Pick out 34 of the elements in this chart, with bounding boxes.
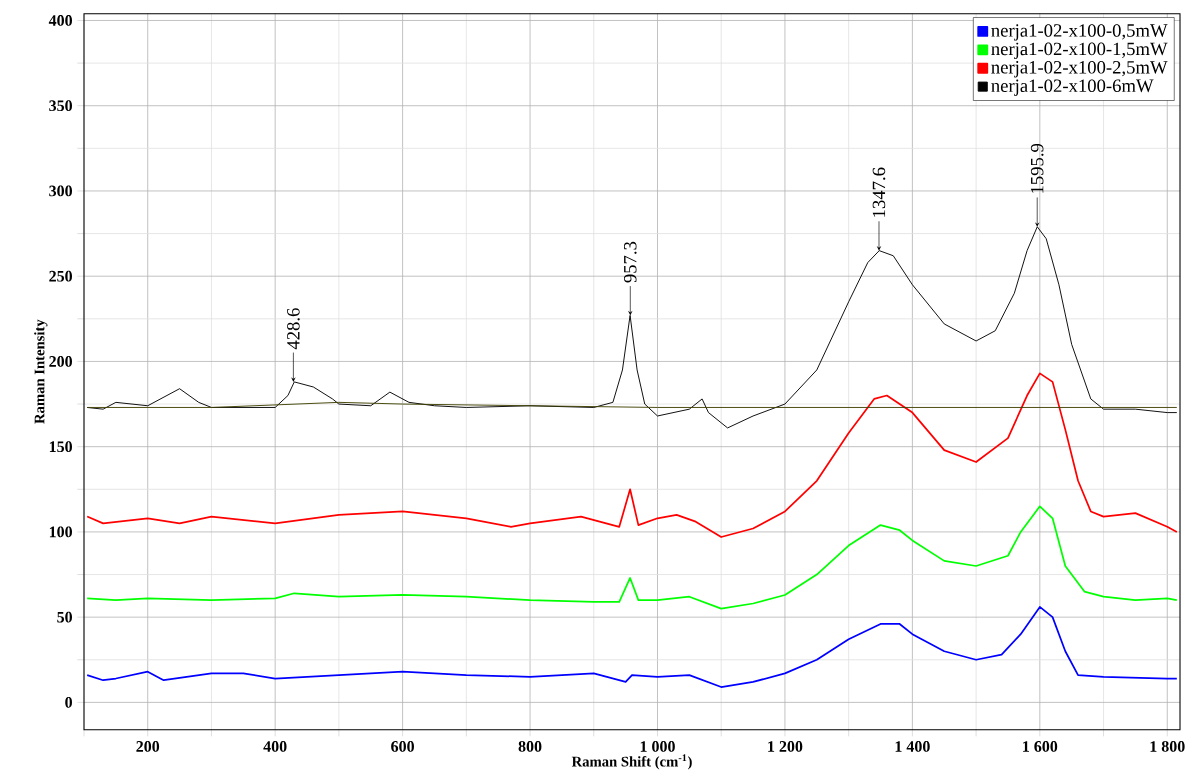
y-tick-label: 200 [49, 356, 73, 367]
legend-label: nerja1-02-x100-6mW [991, 79, 1154, 96]
legend-label: nerja1-02-x100-2,5mW [991, 61, 1168, 78]
x-axis-title: Raman Shift (cm$^{-1}$) [571, 754, 692, 770]
x-tick-label: 400 [263, 741, 287, 752]
x-tick-label: 200 [136, 741, 160, 752]
annotation: 957.3 [623, 241, 637, 283]
x-tick-label: 800 [518, 741, 542, 752]
y-tick-label: 100 [49, 526, 73, 538]
x-tick-label: 1 400 [895, 741, 930, 752]
x-tick-label: 1 200 [768, 741, 803, 752]
y-tick-label: 50 [57, 611, 73, 623]
y-tick-label: 150 [49, 441, 73, 453]
point [876, 246, 882, 251]
x-tick-label: 1 800 [1150, 741, 1185, 752]
legend-label: nerja1-02-x100-1,5mW [991, 42, 1168, 59]
y-axis-title: Raman Intensity [34, 319, 48, 424]
annotation: 428.6 [287, 308, 300, 350]
point [291, 377, 296, 382]
line-series [86, 606, 1178, 688]
y-tick-label: 300 [49, 185, 73, 197]
line-series [86, 505, 1178, 610]
legend-label: nerja1-02-x100-0,5mW [991, 24, 1168, 41]
y-tick-label: 350 [49, 100, 73, 112]
y-tick-label: 250 [49, 270, 73, 282]
y-tick-label: 400 [48, 15, 73, 26]
x-tick-label: 600 [391, 741, 414, 752]
point [627, 310, 633, 316]
annotation: 1347.6 [872, 167, 886, 217]
annotation: 1595.9 [1030, 143, 1044, 193]
line-series [86, 372, 1178, 538]
y-tick-label: 0 [65, 696, 73, 708]
x-tick-label: 1 000 [640, 741, 675, 752]
x-tick-label: 1 600 [1023, 741, 1058, 752]
